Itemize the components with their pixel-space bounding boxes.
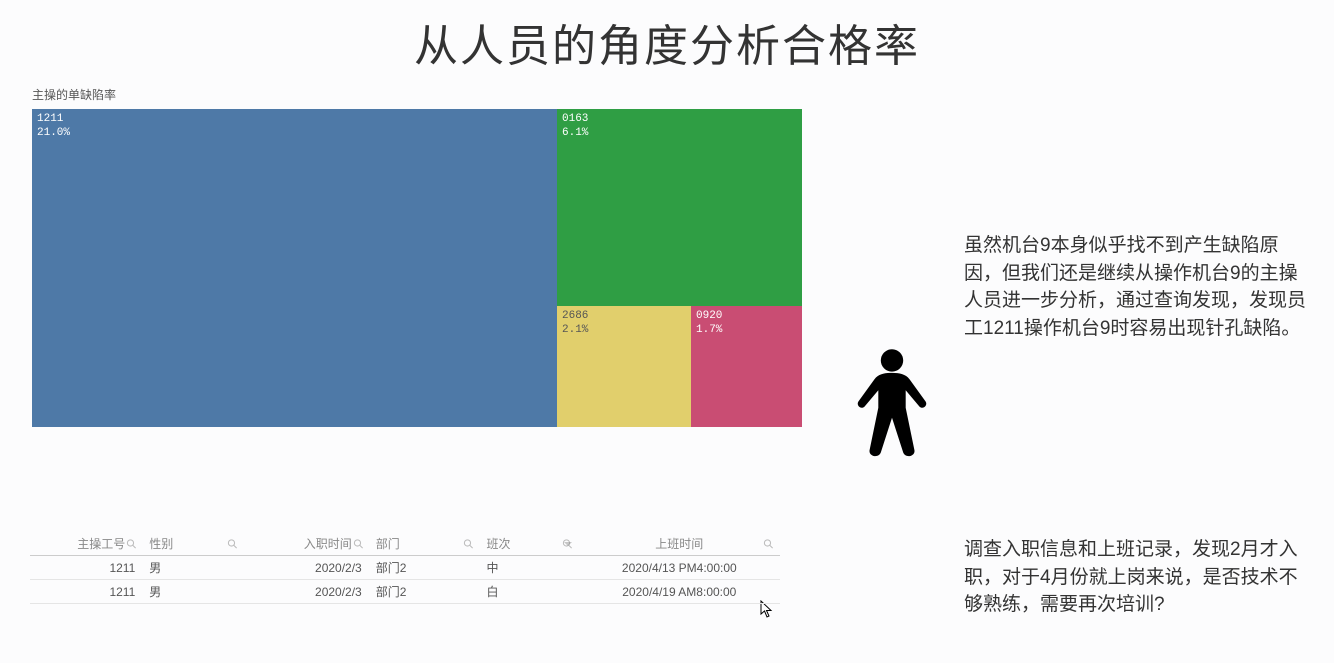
table-header-row: 主操工号 性别 入职时间 部门 班次 上班时间: [30, 532, 780, 556]
treemap-cell-id: 2686: [562, 310, 686, 324]
cell-worktime: 2020/4/19 AM8:00:00: [579, 580, 780, 604]
cell-gender: 男: [143, 580, 244, 604]
treemap[interactable]: 121121.0%01636.1%26862.1%09201.7%: [32, 109, 802, 427]
search-icon[interactable]: [763, 538, 774, 549]
search-icon[interactable]: [353, 538, 364, 549]
col-header-label: 班次: [486, 537, 510, 551]
employee-table: 主操工号 性别 入职时间 部门 班次 上班时间: [30, 532, 780, 604]
commentary-top: 虽然机台9本身似乎找不到产生缺陷原因，但我们还是继续从操作机台9的主操人员进一步…: [964, 232, 1308, 342]
commentary-bottom: 调查入职信息和上班记录，发现2月才入职，对于4月份就上岗来说，是否技术不够熟练，…: [964, 536, 1308, 619]
col-header-label: 部门: [376, 537, 400, 551]
col-header-label: 性别: [149, 537, 173, 551]
treemap-cell-id: 0920: [696, 310, 797, 324]
table-row[interactable]: 1211 男 2020/2/3 部门2 白 2020/4/19 AM8:00:0…: [30, 580, 780, 604]
treemap-cell-pct: 6.1%: [562, 127, 797, 141]
person-icon: [852, 348, 932, 460]
treemap-cell-id: 1211: [37, 113, 552, 127]
col-header-empid[interactable]: 主操工号: [30, 532, 143, 556]
treemap-cell-2686[interactable]: 26862.1%: [557, 306, 691, 427]
treemap-region: 主操的单缺陷率 121121.0%01636.1%26862.1%09201.7…: [32, 86, 802, 427]
cell-shift: 白: [480, 580, 578, 604]
cell-empid: 1211: [30, 556, 143, 580]
cell-dept: 部门2: [370, 580, 481, 604]
treemap-cell-pct: 1.7%: [696, 324, 797, 338]
table-row[interactable]: 1211 男 2020/2/3 部门2 中 2020/4/13 PM4:00:0…: [30, 556, 780, 580]
cell-empid: 1211: [30, 580, 143, 604]
search-icon[interactable]: [562, 538, 573, 549]
cell-worktime: 2020/4/13 PM4:00:00: [579, 556, 780, 580]
page-title: 从人员的角度分析合格率: [0, 0, 1334, 74]
cell-hire: 2020/2/3: [244, 580, 370, 604]
col-header-gender[interactable]: 性别: [143, 532, 244, 556]
treemap-cell-1211[interactable]: 121121.0%: [32, 109, 557, 427]
treemap-cell-0920[interactable]: 09201.7%: [691, 306, 802, 427]
treemap-subtitle: 主操的单缺陷率: [32, 86, 802, 103]
treemap-cell-pct: 21.0%: [37, 127, 552, 141]
cell-shift: 中: [480, 556, 578, 580]
col-header-shift[interactable]: 班次: [480, 532, 578, 556]
col-header-dept[interactable]: 部门: [370, 532, 481, 556]
cell-gender: 男: [143, 556, 244, 580]
search-icon[interactable]: [227, 538, 238, 549]
treemap-cell-pct: 2.1%: [562, 324, 686, 338]
cell-hire: 2020/2/3: [244, 556, 370, 580]
search-icon[interactable]: [463, 538, 474, 549]
treemap-cell-0163[interactable]: 01636.1%: [557, 109, 802, 306]
cell-dept: 部门2: [370, 556, 481, 580]
treemap-cell-id: 0163: [562, 113, 797, 127]
search-icon[interactable]: [126, 538, 137, 549]
col-header-label: 入职时间: [304, 537, 352, 551]
col-header-label: 主操工号: [77, 537, 125, 551]
col-header-label: 上班时间: [655, 537, 703, 551]
col-header-hire[interactable]: 入职时间: [244, 532, 370, 556]
col-header-worktime[interactable]: 上班时间: [579, 532, 780, 556]
